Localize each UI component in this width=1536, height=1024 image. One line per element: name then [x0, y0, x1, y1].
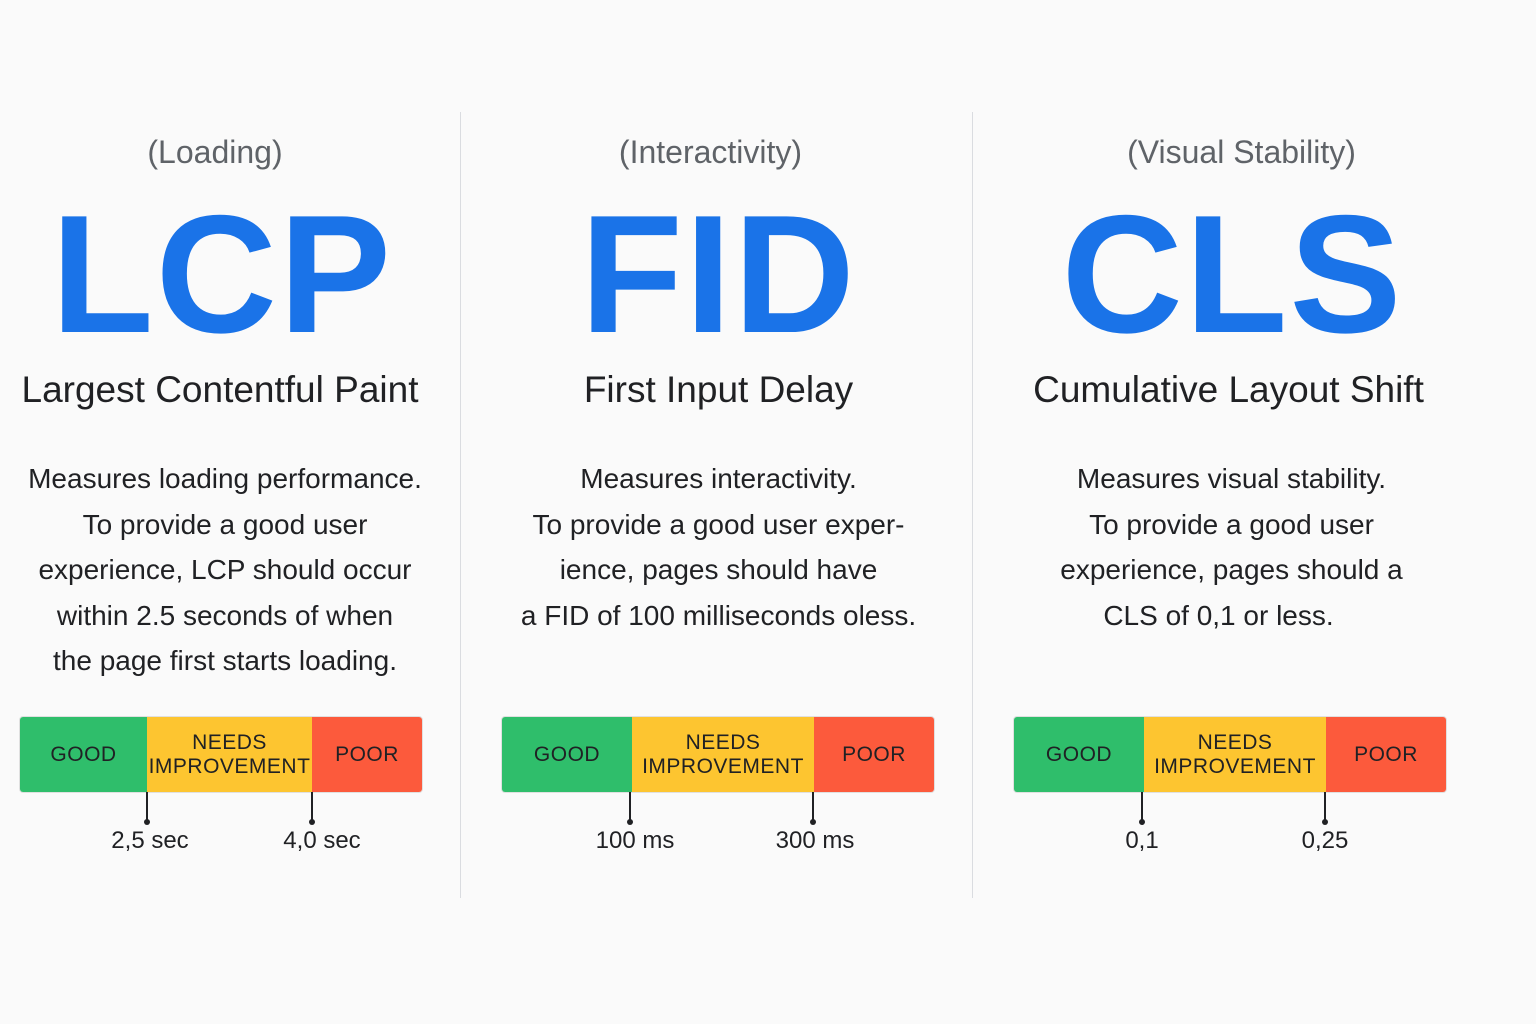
scale-needs-improvement: NEEDS IMPROVEMENT	[1144, 717, 1326, 792]
threshold-label-good: 100 ms	[595, 827, 675, 854]
metric-category: (Loading)	[147, 134, 283, 170]
scale-good: GOOD	[1014, 717, 1144, 792]
rating-scale: GOOD NEEDS IMPROVEMENT POOR	[502, 717, 934, 792]
metric-column-fid: (Interactivity) FID First Input Delay Me…	[461, 0, 972, 1024]
description-line: Measures interactivity.	[580, 463, 857, 494]
scale-needs-label-line2: IMPROVEMENT	[148, 754, 311, 778]
description-line: ience, pages should have	[559, 554, 878, 586]
scale-poor: POOR	[814, 717, 934, 792]
metric-category: (Visual Stability)	[1127, 134, 1356, 170]
scale-good: GOOD	[502, 717, 632, 792]
description-line: Measures visual stability.	[1076, 463, 1387, 494]
metric-column-cls: (Visual Stability) CLS Cumulative Layout…	[973, 0, 1536, 1024]
threshold-tick	[1139, 792, 1145, 825]
scale-needs-label-line1: NEEDS	[685, 730, 761, 754]
metric-description: Measures loading performance. To provide…	[0, 456, 460, 684]
scale-poor-label: POOR	[842, 742, 906, 766]
description-line: experience, LCP should occur	[38, 554, 412, 586]
metric-abbreviation: FID	[580, 180, 857, 368]
threshold-label-poor: 4,0 sec	[283, 827, 361, 854]
scale-poor: POOR	[1326, 717, 1446, 792]
scale-needs-label-line2: IMPROVEMENT	[1154, 754, 1316, 778]
metric-column-lcp: (Loading) LCP Largest Contentful Paint M…	[0, 0, 460, 1024]
scale-needs-improvement: NEEDS IMPROVEMENT	[147, 717, 312, 792]
description-line: the page first starts loading.	[53, 645, 397, 677]
threshold-tick	[627, 792, 633, 825]
description-line: To provide a good user	[1089, 508, 1374, 540]
scale-needs-label-line2: IMPROVEMENT	[642, 754, 804, 778]
scale-needs-label-line1: NEEDS	[1197, 730, 1273, 754]
threshold-label-poor: 0,25	[1301, 827, 1349, 854]
threshold-label-good: 2,5 sec	[111, 827, 189, 854]
column-divider	[972, 112, 973, 898]
scale-needs-improvement: NEEDS IMPROVEMENT	[632, 717, 814, 792]
scale-poor: POOR	[312, 717, 422, 792]
scale-poor-label: POOR	[335, 742, 399, 766]
scale-good: GOOD	[20, 717, 147, 792]
metric-description: Measures visual stability. To provide a …	[927, 456, 1536, 638]
rating-scale: GOOD NEEDS IMPROVEMENT POOR	[20, 717, 422, 792]
description-line: a FID of 100 milliseconds oless.	[520, 599, 917, 631]
metric-category: (Interactivity)	[618, 134, 803, 170]
rating-scale: GOOD NEEDS IMPROVEMENT POOR	[1014, 717, 1446, 792]
threshold-label-poor: 300 ms	[775, 827, 855, 854]
description-line: To provide a good user	[82, 508, 368, 540]
metric-name: Largest Contentful Paint	[21, 369, 419, 410]
scale-good-label: GOOD	[533, 742, 601, 766]
scale-good-label: GOOD	[50, 742, 117, 766]
metric-name: First Input Delay	[583, 369, 854, 410]
description-line: CLS of 0,1 or less.	[1103, 599, 1334, 631]
threshold-tick	[309, 792, 315, 825]
threshold-tick	[810, 792, 816, 825]
threshold-label-good: 0,1	[1125, 827, 1159, 854]
threshold-tick	[1322, 792, 1328, 825]
threshold-tick	[144, 792, 150, 825]
description-line: within 2.5 seconds of when	[56, 599, 394, 631]
description-line: experience, pages should a	[1060, 554, 1403, 586]
scale-needs-label-line1: NEEDS	[192, 730, 267, 754]
metric-abbreviation: CLS	[1061, 180, 1404, 368]
metric-name: Cumulative Layout Shift	[1033, 369, 1424, 410]
scale-good-label: GOOD	[1045, 742, 1113, 766]
description-line: To provide a good user exper-	[532, 508, 905, 540]
metric-abbreviation: LCP	[51, 180, 393, 368]
column-divider	[460, 112, 461, 898]
metric-description: Measures interactivity. To provide a goo…	[465, 456, 972, 638]
scale-poor-label: POOR	[1354, 742, 1418, 766]
description-line: Measures loading performance.	[28, 463, 422, 494]
